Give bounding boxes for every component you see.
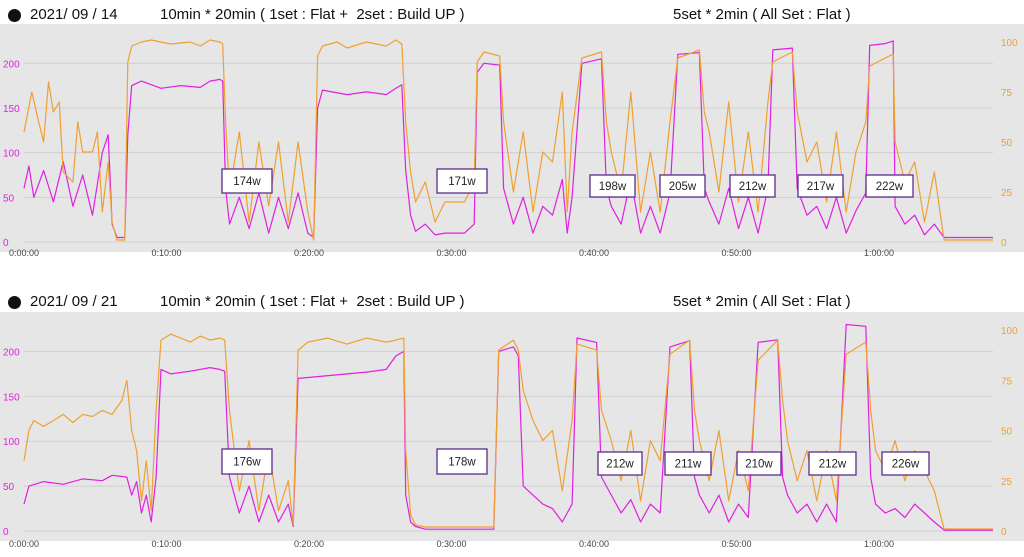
label-box: [797, 174, 844, 198]
label-box: [729, 174, 776, 198]
right-axis-tick: 50: [1001, 138, 1013, 149]
chart-panel-1: 2021/ 09 / 14 10min * 20min ( 1set : Fla…: [0, 0, 1024, 262]
x-axis-tick: 0:00:00: [9, 248, 39, 258]
label-text: 222w: [876, 181, 904, 193]
average-power-label: 178w: [436, 448, 488, 475]
right-axis-tick: 25: [1001, 477, 1013, 488]
x-axis-tick: 0:30:00: [436, 248, 466, 258]
power-cadence-chart-1: 0 50 100 150 200 0 25 50 75 100 0:00:00 0:10:00 0:20…: [0, 24, 1024, 262]
label-text: 205w: [669, 181, 697, 193]
average-power-label: 217w: [797, 174, 844, 198]
average-power-label: 210w: [736, 451, 782, 476]
left-axis-tick: 200: [3, 59, 20, 70]
label-box: [664, 451, 712, 476]
label-text: 212w: [819, 459, 847, 471]
average-power-label: 212w: [808, 451, 857, 476]
session-date: 2021/ 09 / 14: [30, 6, 118, 23]
average-power-label: 222w: [865, 174, 914, 198]
cadence-series-line: [23, 39, 993, 241]
label-text: 210w: [745, 459, 773, 471]
left-axis-tick: 50: [3, 482, 15, 493]
label-text: 226w: [892, 459, 920, 471]
right-axis-tick: 50: [1001, 427, 1013, 438]
x-axis-tick: 0:50:00: [721, 248, 751, 258]
average-power-label: 198w: [589, 174, 636, 198]
x-axis-tick: 0:20:00: [294, 248, 324, 258]
x-axis-tick: 0:20:00: [294, 539, 324, 549]
left-axis-tick: 100: [3, 437, 20, 448]
left-axis-tick: 0: [3, 527, 9, 538]
cadence-series-line: [23, 333, 993, 530]
label-box: [736, 451, 782, 476]
interval-set-description: 5set * 2min ( All Set : Flat ): [673, 6, 851, 23]
average-power-label: 211w: [664, 451, 712, 476]
label-text: 211w: [675, 459, 702, 471]
average-power-label: 212w: [597, 451, 643, 476]
x-axis-tick: 0:00:00: [9, 539, 39, 549]
left-axis-tick: 0: [3, 238, 9, 249]
average-power-label: 226w: [881, 451, 930, 476]
label-box: [436, 168, 488, 194]
label-text: 212w: [739, 181, 767, 193]
interval-set-description: 5set * 2min ( All Set : Flat ): [673, 293, 851, 310]
label-box: [436, 448, 488, 475]
x-axis-tick: 1:00:00: [864, 248, 894, 258]
label-box: [597, 451, 643, 476]
average-power-label: 205w: [659, 174, 706, 198]
label-text: 176w: [233, 457, 261, 469]
right-axis-tick: 100: [1001, 38, 1018, 49]
chart-panel-2: 2021/ 09 / 21 10min * 20min ( 1set : Fla…: [0, 264, 1024, 557]
label-box: [881, 451, 930, 476]
left-axis-tick: 150: [3, 392, 20, 403]
left-axis-tick: 200: [3, 347, 20, 358]
right-axis-tick: 25: [1001, 188, 1013, 199]
label-box: [808, 451, 857, 476]
x-axis-tick: 0:10:00: [151, 248, 181, 258]
left-axis-tick: 50: [3, 193, 15, 204]
right-axis-tick: 75: [1001, 88, 1013, 99]
bullet-icon: [8, 9, 21, 22]
label-box: [659, 174, 706, 198]
label-text: 174w: [233, 176, 261, 188]
left-axis-tick: 150: [3, 104, 20, 115]
main-set-description: 10min * 20min ( 1set : Flat + 2set : Bui…: [160, 293, 465, 310]
label-box: [221, 168, 273, 194]
x-axis-tick: 0:40:00: [579, 539, 609, 549]
plot-background: [0, 24, 1024, 262]
x-axis-tick: 0:10:00: [151, 539, 181, 549]
label-text: 178w: [448, 457, 476, 469]
label-text: 217w: [807, 181, 835, 193]
average-power-label: 171w: [436, 168, 488, 194]
x-axis-tick: 0:40:00: [579, 248, 609, 258]
power-series-line: [23, 323, 993, 531]
label-text: 171w: [448, 176, 476, 188]
x-axis-band: [0, 252, 1024, 262]
label-box: [589, 174, 636, 198]
average-power-label: 174w: [221, 168, 273, 194]
x-axis-tick: 1:00:00: [864, 539, 894, 549]
average-power-label: 176w: [221, 448, 273, 475]
right-axis-tick: 0: [1001, 527, 1007, 538]
right-axis-tick: 100: [1001, 326, 1018, 337]
x-axis-band: [0, 541, 1024, 557]
label-text: 198w: [599, 181, 627, 193]
power-cadence-chart-2: 0 50 100 150 200 0 25 50 75 100 0:00:00 0:10:00 0:20…: [0, 312, 1024, 557]
x-axis-tick: 0:30:00: [436, 539, 466, 549]
label-box: [221, 448, 273, 475]
average-power-label: 212w: [729, 174, 776, 198]
label-text: 212w: [606, 459, 634, 471]
label-box: [865, 174, 914, 198]
x-axis-tick: 0:50:00: [721, 539, 751, 549]
main-set-description: 10min * 20min ( 1set : Flat + 2set : Bui…: [160, 6, 465, 23]
session-date: 2021/ 09 / 21: [30, 293, 118, 310]
right-axis-tick: 0: [1001, 238, 1007, 249]
bullet-icon: [8, 296, 21, 309]
right-axis-tick: 75: [1001, 376, 1013, 387]
left-axis-tick: 100: [3, 149, 20, 160]
